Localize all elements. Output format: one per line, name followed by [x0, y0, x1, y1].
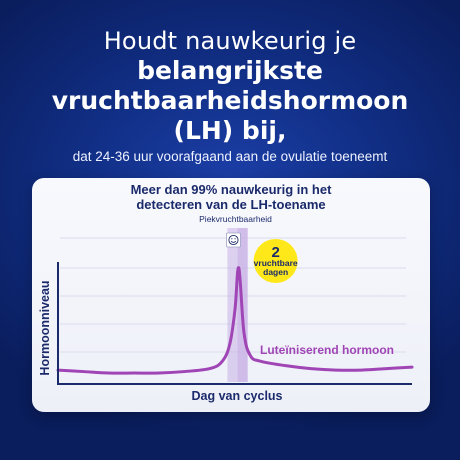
- smiley-icon: [226, 232, 241, 248]
- fertile-days-badge: 2 vruchtbare dagen: [253, 239, 298, 283]
- series-label: Luteïniserend hormoon: [260, 343, 394, 357]
- badge-text-line1: vruchtbare: [254, 258, 298, 268]
- chart-title-line1: Meer dan 99% nauwkeurig in het: [131, 182, 332, 197]
- chart-title-line2: detecteren van de LH-toename: [136, 197, 325, 212]
- smiley-eye-right: [234, 238, 236, 240]
- headline-line4: (LH) bij,: [173, 116, 287, 145]
- lh-chart: Meer dan 99% nauwkeurig in het detectere…: [38, 182, 414, 403]
- headline: Houdt nauwkeurig je belangrijkste vrucht…: [0, 26, 460, 166]
- badge-circle: [253, 239, 298, 283]
- smiley-face: [228, 234, 239, 246]
- headline-line1: Houdt nauwkeurig je: [103, 27, 357, 55]
- y-axis-label: Hormoonniveau: [38, 280, 52, 375]
- peak-band: [227, 228, 248, 382]
- headline-line2: belangrijkste: [137, 56, 323, 85]
- headline-subline: dat 24-36 uur voorafgaand aan de ovulati…: [72, 149, 388, 164]
- chart-card: Meer dan 99% nauwkeurig in het detectere…: [32, 178, 430, 412]
- smiley-eye-left: [231, 238, 233, 240]
- badge-text-line2: dagen: [263, 267, 288, 277]
- smiley-mouth: [230, 240, 237, 243]
- axes: [57, 262, 412, 385]
- badge-number: 2: [271, 244, 279, 261]
- lh-series-line: [56, 266, 414, 375]
- peak-label: Piekvruchtbaarheid: [199, 214, 272, 224]
- x-axis-label: Dag van cyclus: [191, 389, 282, 403]
- headline-line3: vruchtbaarheidshormoon: [51, 86, 409, 115]
